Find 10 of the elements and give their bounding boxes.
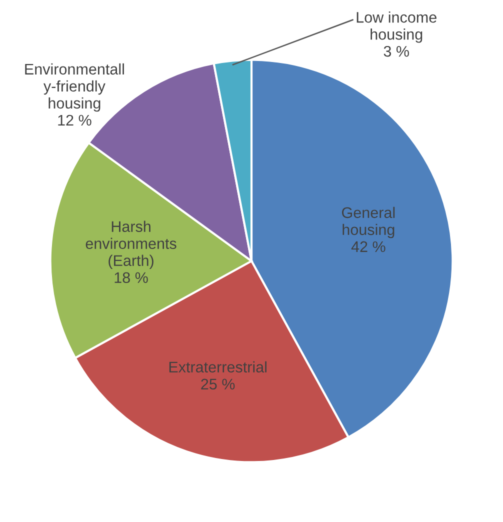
data-label: 3 % (384, 46, 409, 57)
slice-label: General housing (342, 206, 395, 238)
data-label: 12 % (58, 114, 92, 126)
data-label: 42 % (351, 241, 386, 252)
slice-label: Low income housing (356, 12, 436, 43)
slice-label: Environmentall y-friendly housing (25, 63, 124, 112)
slice-label: Harsh environments (Earth) (86, 220, 176, 270)
slice-label: Extraterrestrial (169, 361, 266, 373)
data-label: 18 % (114, 272, 148, 284)
data-label: 25 % (201, 378, 235, 390)
